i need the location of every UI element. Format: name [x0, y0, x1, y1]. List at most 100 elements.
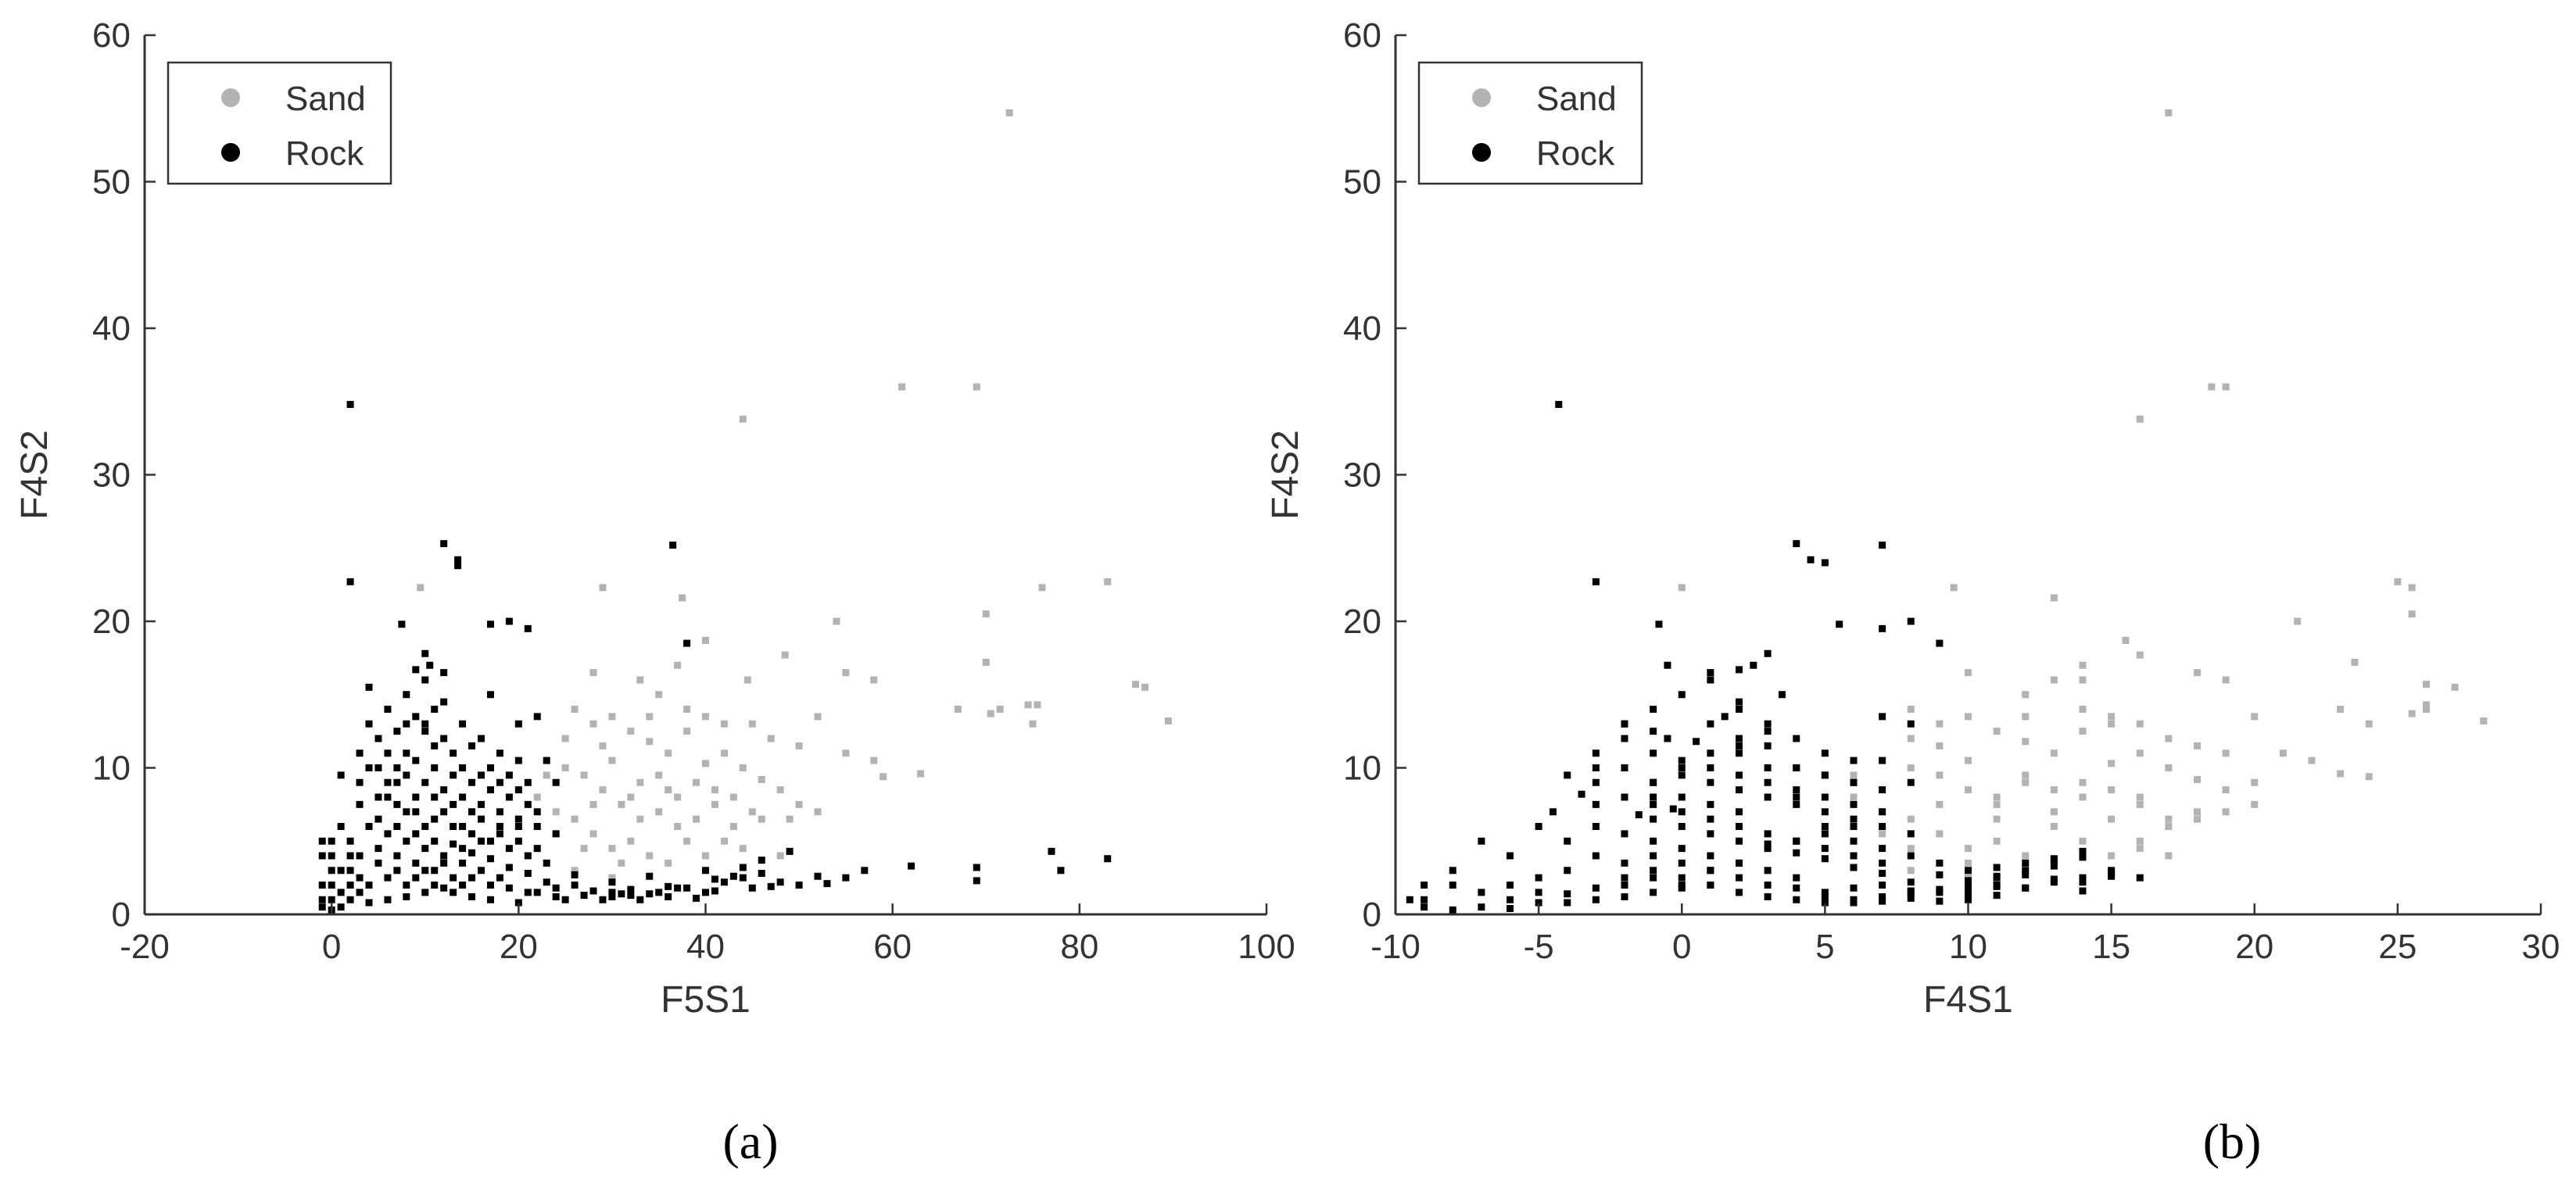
data-point-rock	[337, 823, 345, 830]
data-point-rock	[431, 793, 439, 801]
data-point-sand	[2022, 771, 2030, 779]
data-point-rock	[459, 793, 467, 801]
data-point-rock	[1764, 778, 1772, 786]
data-point-sand	[758, 815, 765, 823]
data-point-rock	[669, 542, 677, 549]
data-point-rock	[2136, 874, 2144, 882]
data-point-rock	[1879, 870, 1886, 877]
data-point-rock	[486, 786, 494, 794]
data-point-rock	[1707, 778, 1714, 786]
data-point-rock	[1936, 871, 1944, 878]
x-tick-label: 80	[1060, 928, 1098, 966]
data-point-sand	[636, 815, 644, 823]
data-point-rock	[486, 896, 494, 903]
data-point-rock	[1821, 771, 1829, 779]
data-point-rock	[505, 884, 513, 892]
data-point-rock	[1764, 882, 1772, 889]
x-tick-label: 25	[2378, 928, 2417, 966]
data-point-rock	[426, 661, 434, 669]
data-point-sand	[1132, 681, 1140, 689]
data-point-rock	[1555, 401, 1563, 408]
data-point-rock	[533, 845, 541, 853]
data-point-sand	[2079, 778, 2087, 786]
data-point-rock	[1406, 896, 1413, 903]
data-point-sand	[2108, 786, 2116, 794]
data-point-rock	[739, 864, 747, 871]
data-point-sand	[599, 584, 607, 592]
data-point-rock	[561, 896, 569, 903]
data-point-rock	[1907, 894, 1915, 902]
data-point-rock	[636, 896, 644, 903]
data-point-rock	[478, 800, 485, 808]
data-point-rock	[552, 778, 560, 786]
data-point-rock	[450, 889, 457, 896]
x-tick-label: 20	[500, 928, 538, 966]
y-tick-label: 60	[92, 16, 131, 55]
data-point-rock	[365, 882, 373, 889]
y-tick-label: 10	[92, 749, 131, 788]
data-point-rock	[486, 837, 494, 845]
data-point-rock	[814, 872, 822, 880]
data-point-rock	[1736, 698, 1743, 706]
data-point-rock	[496, 823, 503, 830]
data-point-rock	[459, 882, 467, 889]
data-point-rock	[346, 852, 354, 860]
data-point-sand	[2365, 773, 2373, 781]
data-point-sand	[674, 793, 682, 801]
data-point-rock	[505, 793, 513, 801]
data-point-rock	[450, 749, 457, 757]
data-point-rock	[1564, 837, 1571, 845]
data-point-rock	[1664, 661, 1671, 669]
x-axis-label: F5S1	[661, 979, 751, 1021]
data-point-sand	[589, 830, 597, 838]
data-point-sand	[561, 764, 569, 771]
data-point-rock	[1650, 800, 1657, 808]
data-point-rock	[318, 896, 326, 903]
data-point-rock	[440, 859, 448, 867]
y-tick-label: 30	[92, 456, 131, 495]
data-point-rock	[384, 896, 392, 903]
data-point-rock	[1564, 867, 1571, 875]
data-point-sand	[1965, 786, 1972, 794]
data-point-rock	[1621, 874, 1628, 882]
data-point-rock	[1564, 890, 1571, 898]
data-point-rock	[608, 893, 616, 900]
x-axis-label: F4S1	[1923, 979, 2013, 1021]
data-point-rock	[524, 800, 532, 808]
data-point-rock	[440, 669, 448, 677]
data-point-sand	[683, 706, 691, 713]
data-point-rock	[1578, 790, 1585, 798]
data-point-rock	[468, 742, 476, 749]
data-point-rock	[1635, 811, 1643, 818]
data-point-sand	[655, 808, 663, 816]
data-point-rock	[440, 852, 448, 860]
data-point-rock	[393, 867, 401, 875]
data-point-rock	[646, 890, 654, 898]
data-point-sand	[2108, 760, 2116, 767]
data-point-rock	[1793, 735, 1800, 742]
data-point-rock	[1678, 793, 1686, 801]
data-point-rock	[1621, 764, 1628, 771]
data-point-sand	[795, 800, 803, 808]
data-point-sand	[2079, 728, 2087, 735]
data-point-sand	[776, 852, 784, 860]
data-point-rock	[496, 874, 503, 882]
data-point-rock	[711, 887, 718, 895]
data-point-rock	[468, 893, 476, 900]
data-point-rock	[711, 875, 718, 883]
data-point-rock	[908, 862, 915, 870]
x-tick-label: -20	[120, 928, 170, 966]
y-axis-label: F4S2	[14, 430, 56, 520]
data-point-rock	[412, 859, 420, 867]
data-point-sand	[693, 778, 700, 786]
data-point-rock	[1621, 830, 1628, 838]
data-point-rock	[1707, 882, 1714, 889]
data-point-rock	[393, 728, 401, 735]
data-point-rock	[1850, 899, 1858, 907]
data-point-rock	[337, 867, 345, 875]
data-point-rock	[450, 771, 457, 779]
data-point-rock	[1879, 808, 1886, 816]
data-point-rock	[1707, 830, 1714, 838]
data-point-sand	[1936, 720, 1944, 728]
data-point-rock	[403, 882, 410, 889]
